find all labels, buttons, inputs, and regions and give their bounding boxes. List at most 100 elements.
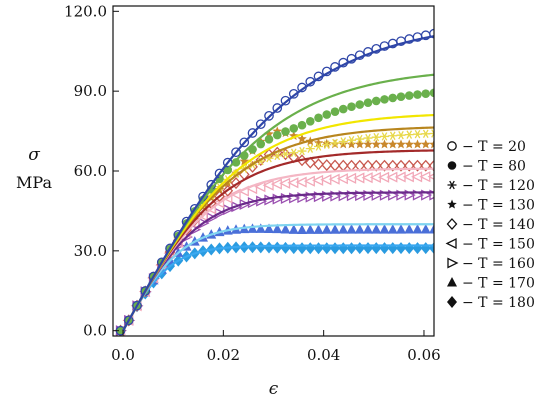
data-point: [272, 130, 282, 140]
x-tick-label: 0.06: [407, 346, 440, 364]
data-point: [272, 126, 283, 136]
data-point: [196, 210, 208, 222]
data-point: [404, 224, 415, 234]
legend-label: − T = 130: [462, 198, 535, 214]
data-point: [387, 224, 398, 234]
legend-marker: [447, 277, 457, 287]
legend-label: − T = 170: [462, 276, 535, 292]
data-point: [420, 159, 432, 172]
data-point: [370, 159, 382, 172]
data-point: [247, 128, 258, 138]
legend-label: − T = 20: [462, 139, 526, 155]
data-point: [413, 90, 422, 99]
data-point: [288, 224, 299, 234]
data-point: [281, 149, 291, 159]
legend-item: − T = 150: [445, 237, 535, 253]
legend-marker: [447, 257, 459, 269]
data-point: [123, 315, 134, 326]
data-point: [412, 159, 423, 172]
data-point: [346, 139, 357, 149]
data-point: [289, 130, 299, 140]
fit-curves: [122, 35, 434, 332]
data-point: [255, 241, 266, 254]
y-tick-label: 30.0: [74, 242, 107, 260]
data-point: [223, 204, 235, 216]
legend-marker: [447, 141, 457, 151]
data-point: [231, 158, 241, 167]
data-point: [380, 95, 389, 104]
data-point: [387, 159, 399, 172]
data-point: [204, 203, 216, 215]
fit-line: [122, 191, 434, 332]
data-point: [280, 223, 291, 234]
data-point: [363, 133, 373, 143]
x-tick-label: 0.02: [207, 346, 240, 364]
series-markers: [115, 241, 434, 336]
data-point: [404, 91, 414, 100]
legend-marker: [447, 296, 457, 308]
legend-item: − T = 120: [447, 178, 535, 194]
data-point: [429, 129, 434, 138]
data-point: [289, 148, 299, 157]
data-point: [322, 140, 332, 149]
data-point: [404, 139, 415, 149]
data-point: [338, 224, 349, 234]
data-point: [264, 129, 274, 139]
data-point: [264, 111, 274, 121]
y-tick-label: 60.0: [74, 162, 107, 180]
data-point: [289, 124, 299, 133]
data-point: [379, 139, 390, 149]
data-point: [363, 98, 373, 107]
fit-line: [122, 244, 434, 332]
data-point: [429, 139, 434, 149]
legend-label: − T = 150: [462, 237, 535, 253]
y-axis-label-unit: MPa: [16, 173, 52, 192]
legend-label: − T = 120: [462, 178, 535, 194]
data-point: [420, 224, 431, 234]
data-point: [396, 130, 406, 140]
data-point: [280, 148, 291, 161]
data-point: [338, 104, 348, 114]
data-point: [281, 127, 290, 136]
data-point: [247, 223, 258, 233]
data-point: [330, 107, 340, 117]
x-tick-label: 0.04: [307, 346, 340, 364]
y-axis-label-symbol: σ: [28, 145, 40, 165]
legend-item: − T = 160: [447, 256, 535, 272]
data-point: [255, 119, 266, 130]
data-point: [429, 88, 434, 98]
data-point: [322, 110, 332, 119]
data-point: [338, 139, 349, 149]
data-point: [429, 224, 434, 234]
data-point: [255, 223, 266, 233]
data-point: [371, 96, 381, 106]
data-point: [413, 129, 423, 139]
data-point: [305, 224, 316, 234]
data-point: [421, 89, 431, 98]
data-point: [264, 223, 275, 233]
data-point: [321, 224, 332, 234]
legend-item: − T = 20: [447, 139, 526, 155]
data-point: [330, 138, 340, 148]
data-point: [428, 159, 434, 172]
data-point: [347, 102, 356, 112]
data-point: [421, 139, 431, 149]
data-point: [403, 159, 415, 172]
x-tick-label: 0.0: [111, 346, 135, 364]
data-point: [363, 139, 373, 149]
legend-label: − T = 80: [462, 159, 526, 175]
data-point: [363, 224, 374, 234]
data-point: [222, 157, 233, 168]
data-point: [272, 103, 283, 113]
legend-item: − T = 140: [446, 217, 535, 233]
legend-item: − T = 80: [447, 159, 526, 175]
data-point: [388, 139, 398, 149]
plot-frame: [112, 5, 435, 337]
data-point: [380, 132, 390, 141]
y-tick-label: 120.0: [64, 2, 107, 20]
x-axis-label: ϵ: [269, 379, 279, 399]
data-point: [304, 156, 316, 169]
data-point: [371, 132, 381, 142]
data-point: [347, 135, 357, 145]
data-point: [297, 146, 307, 156]
